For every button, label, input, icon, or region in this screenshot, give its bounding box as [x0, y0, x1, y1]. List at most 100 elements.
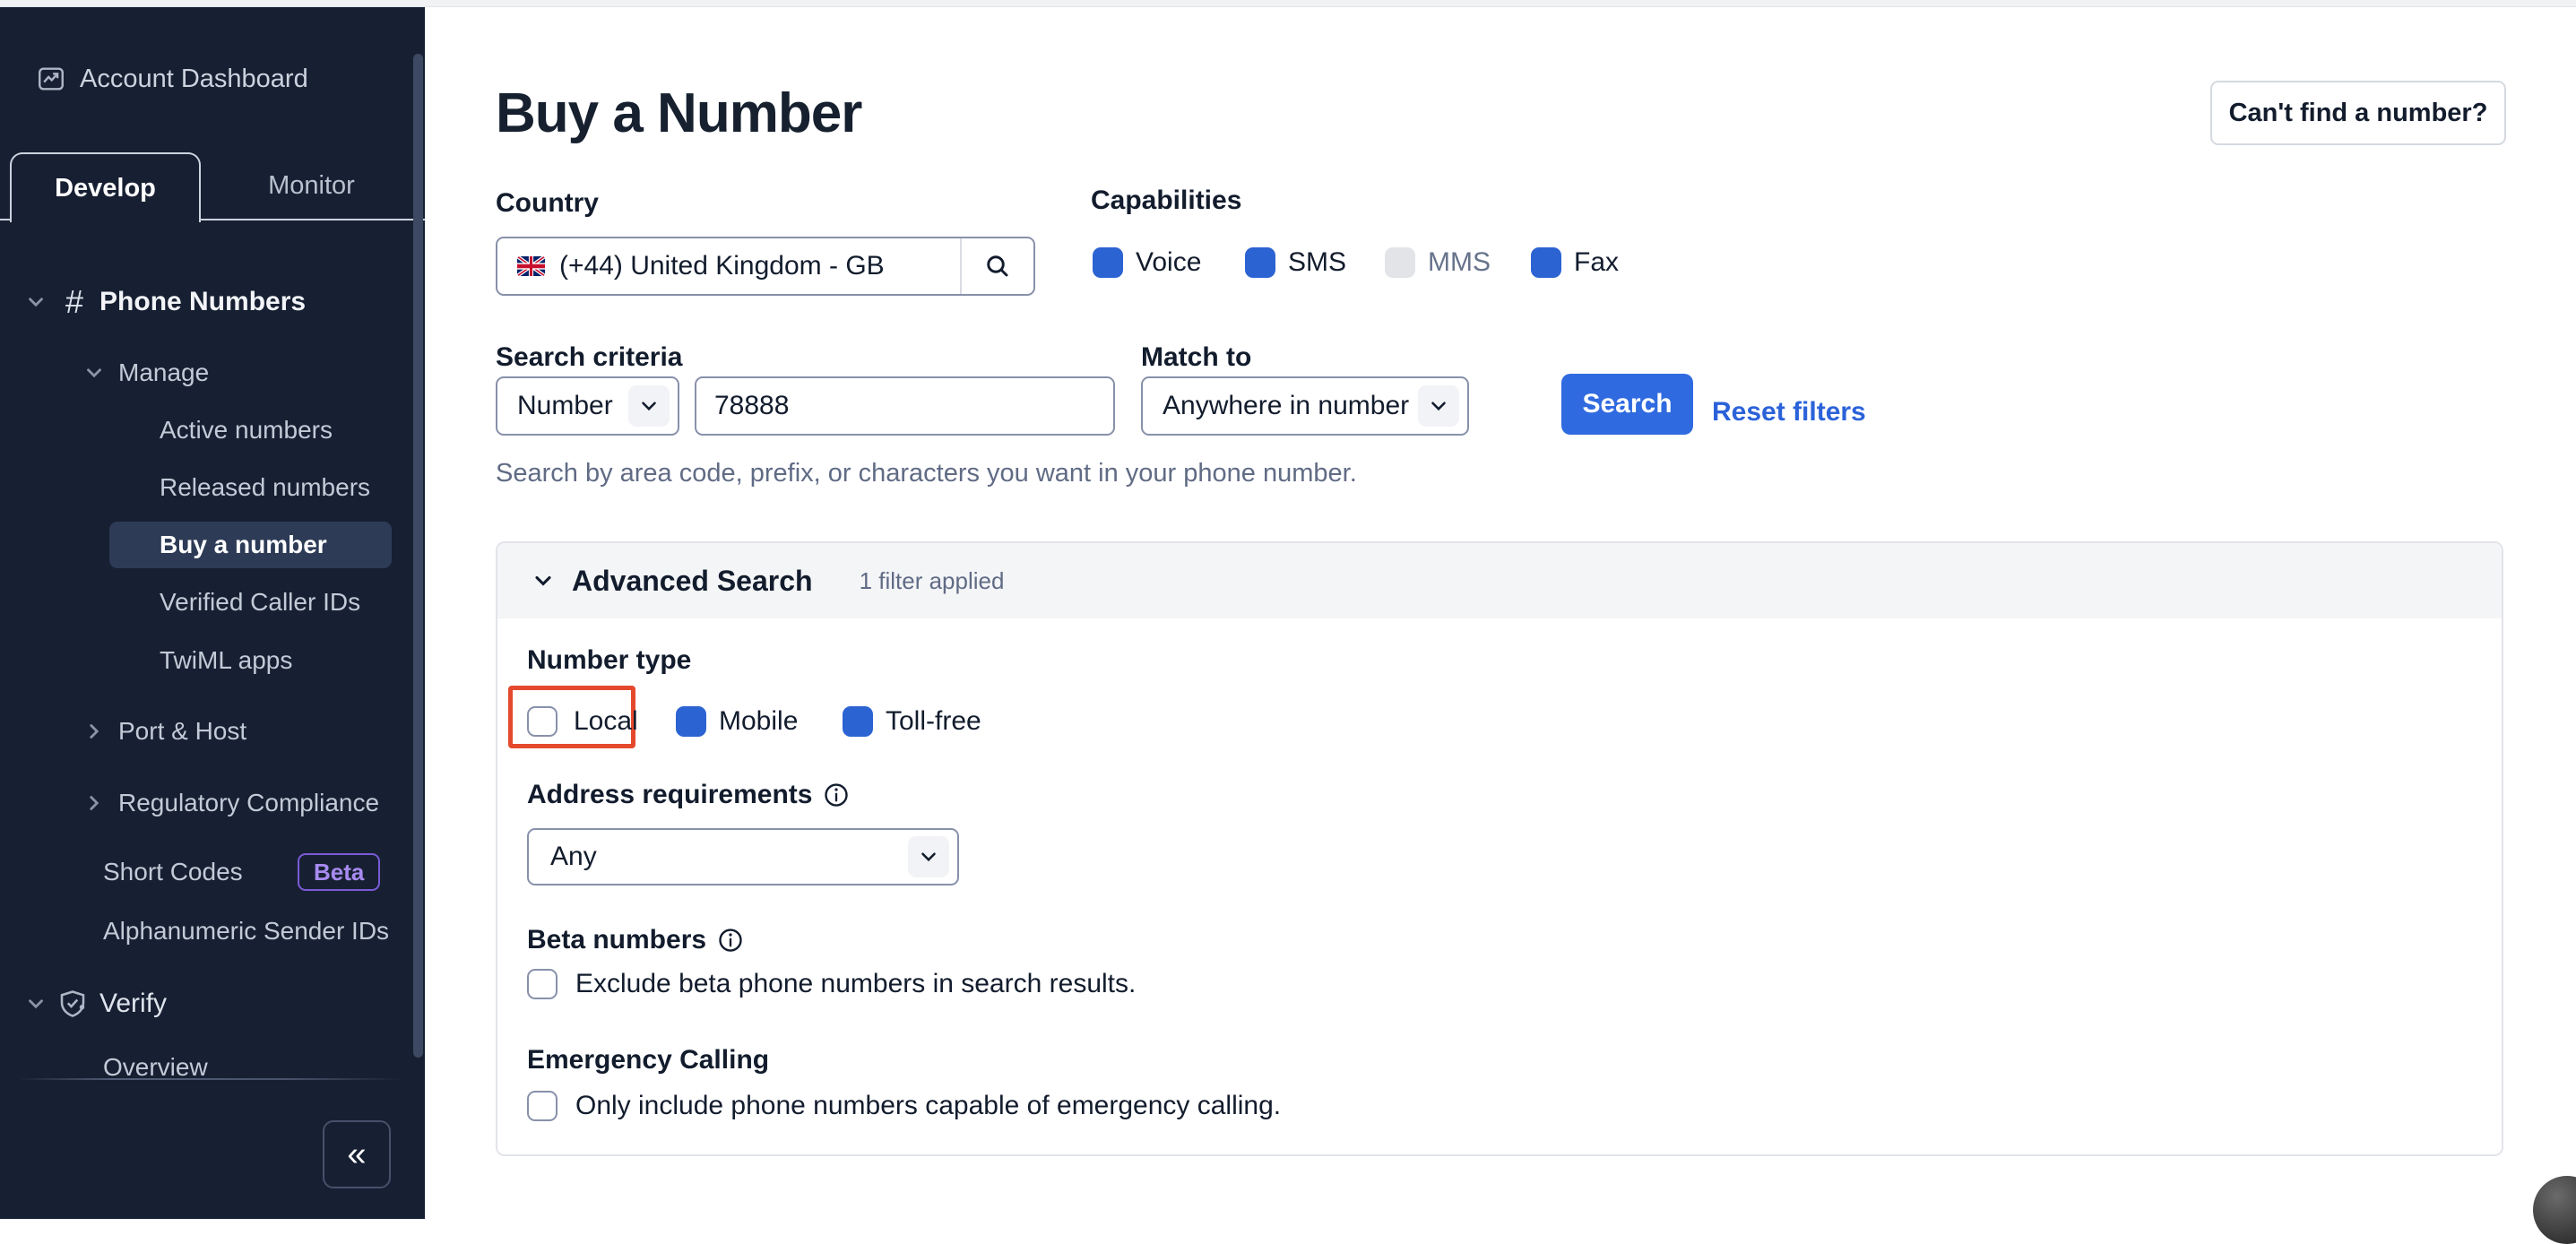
chevron-right-icon[interactable]: [82, 791, 106, 815]
capability-sms: SMS: [1245, 247, 1346, 278]
chevron-down-icon: [531, 568, 556, 593]
voice-label: Voice: [1136, 247, 1202, 277]
sidebar-item-alphanumeric-sender-ids[interactable]: Alphanumeric Sender IDs: [0, 908, 425, 955]
address-requirements-text: Address requirements: [527, 780, 813, 809]
fax-label: Fax: [1574, 247, 1620, 277]
sidebar-item-port-and-host[interactable]: Port & Host: [0, 708, 425, 755]
criteria-type-value: Number: [517, 391, 613, 420]
chevron-right-icon[interactable]: [82, 720, 106, 743]
sidebar-tabs: Develop Monitor: [0, 152, 425, 222]
info-icon[interactable]: [823, 782, 850, 808]
search-helper-text: Search by area code, prefix, or characte…: [496, 459, 1357, 488]
sidebar-item-account-dashboard[interactable]: Account Dashboard: [0, 56, 425, 102]
address-requirements-select[interactable]: Any: [527, 828, 959, 885]
country-select[interactable]: (+44) United Kingdom - GB: [496, 237, 1035, 296]
address-requirements-label: Address requirements: [527, 780, 850, 810]
emergency-calling-label: Emergency Calling: [527, 1045, 770, 1075]
local-label: Local: [574, 706, 638, 736]
sidebar-item-label: Alphanumeric Sender IDs: [103, 917, 390, 945]
beta-numbers-label: Beta numbers: [527, 925, 744, 955]
sidebar-item-phone-numbers[interactable]: # Phone Numbers: [0, 279, 425, 325]
mobile-checkbox[interactable]: [676, 706, 706, 737]
sidebar-footer-divider: [18, 1078, 403, 1080]
search-criteria-label: Search criteria: [496, 342, 683, 372]
chevron-down-icon: [628, 385, 670, 427]
search-query-input[interactable]: [696, 391, 1113, 421]
chart-trend-icon: [36, 64, 66, 94]
search-icon: [983, 252, 1012, 281]
sidebar-item-regulatory-compliance[interactable]: Regulatory Compliance: [0, 780, 425, 826]
sidebar-item-twiml-apps[interactable]: TwiML apps: [0, 637, 425, 684]
sidebar-item-manage[interactable]: Manage: [0, 350, 425, 396]
filters-applied-text: 1 filter applied: [859, 566, 1005, 594]
beta-numbers-row: Exclude beta phone numbers in search res…: [527, 969, 1136, 999]
sidebar-item-label: Buy a number: [160, 531, 327, 558]
chevron-down-icon: [1418, 385, 1459, 427]
capability-fax: Fax: [1531, 247, 1619, 278]
mobile-label: Mobile: [719, 706, 799, 736]
reset-filters-link[interactable]: Reset filters: [1712, 397, 1866, 427]
capability-voice: Voice: [1093, 247, 1201, 278]
sidebar-item-label: Short Codes: [103, 858, 243, 885]
sidebar-item-label: TwiML apps: [160, 646, 293, 674]
sidebar-item-label: Phone Numbers: [99, 287, 307, 316]
collapse-chevrons-icon: «: [347, 1135, 367, 1173]
sidebar-item-short-codes[interactable]: Short Codes Beta: [0, 849, 425, 895]
chevron-down-icon[interactable]: [24, 290, 48, 314]
hash-icon: #: [65, 283, 84, 320]
tab-monitor[interactable]: Monitor: [268, 170, 355, 200]
sidebar-collapse-button[interactable]: «: [323, 1120, 391, 1188]
number-type-label: Number type: [527, 645, 692, 675]
sidebar-item-label: Overview: [103, 1053, 208, 1081]
emergency-label: Only include phone numbers capable of em…: [575, 1091, 1282, 1120]
toll-free-checkbox[interactable]: [843, 706, 873, 737]
capability-mms: MMS: [1385, 247, 1491, 278]
exclude-beta-label: Exclude beta phone numbers in search res…: [575, 969, 1137, 998]
sidebar-item-label: Port & Host: [118, 717, 247, 745]
sms-label: SMS: [1288, 247, 1347, 277]
country-search-button[interactable]: [960, 238, 1033, 294]
sidebar-scrollbar[interactable]: [413, 54, 423, 1058]
sidebar-item-active-numbers[interactable]: Active numbers: [0, 407, 425, 454]
mms-label: MMS: [1428, 247, 1491, 277]
capabilities-label: Capabilities: [1091, 186, 1242, 215]
main-content: Buy a Number Can't find a number? Countr…: [425, 6, 2576, 1219]
sidebar-item-released-numbers[interactable]: Released numbers: [0, 464, 425, 511]
sidebar-item-label: Active numbers: [160, 416, 333, 444]
chevron-down-icon[interactable]: [24, 992, 48, 1015]
local-checkbox[interactable]: [527, 706, 558, 737]
emergency-checkbox[interactable]: [527, 1091, 558, 1121]
sidebar-item-verify[interactable]: Verify: [0, 981, 425, 1027]
advanced-search-header[interactable]: Advanced Search 1 filter applied: [497, 543, 2502, 618]
country-value: (+44) United Kingdom - GB: [559, 251, 885, 281]
sms-checkbox[interactable]: [1245, 247, 1275, 278]
mms-checkbox[interactable]: [1385, 247, 1415, 278]
criteria-type-select[interactable]: Number: [496, 376, 679, 436]
sidebar-item-label: Manage: [118, 359, 210, 386]
sidebar-item-verified-caller-ids[interactable]: Verified Caller IDs: [0, 579, 425, 626]
number-type-local: Local: [527, 706, 638, 737]
sidebar-item-label: Verify: [99, 989, 168, 1018]
exclude-beta-checkbox[interactable]: [527, 969, 558, 999]
tab-develop[interactable]: Develop: [10, 152, 201, 222]
sidebar-item-overview[interactable]: Overview: [0, 1044, 425, 1091]
beta-badge: Beta: [298, 853, 381, 891]
toll-free-label: Toll-free: [886, 706, 981, 736]
chevron-down-icon: [908, 836, 949, 877]
advanced-search-panel: Advanced Search 1 filter applied Number …: [496, 541, 2503, 1156]
match-to-select[interactable]: Anywhere in number: [1141, 376, 1469, 436]
chevron-down-icon[interactable]: [82, 361, 106, 384]
page-title: Buy a Number: [496, 82, 862, 144]
top-strip: [0, 0, 2576, 7]
match-to-label: Match to: [1141, 342, 1252, 372]
fax-checkbox[interactable]: [1531, 247, 1561, 278]
uk-flag-icon: [517, 256, 545, 276]
number-type-mobile: Mobile: [676, 706, 798, 737]
search-button[interactable]: Search: [1561, 374, 1693, 435]
voice-checkbox[interactable]: [1093, 247, 1123, 278]
info-icon[interactable]: [717, 927, 744, 954]
cant-find-number-button[interactable]: Can't find a number?: [2210, 81, 2506, 145]
sidebar-item-buy-a-number[interactable]: Buy a number: [109, 522, 392, 568]
beta-numbers-text: Beta numbers: [527, 925, 707, 955]
advanced-search-title: Advanced Search: [572, 564, 813, 597]
